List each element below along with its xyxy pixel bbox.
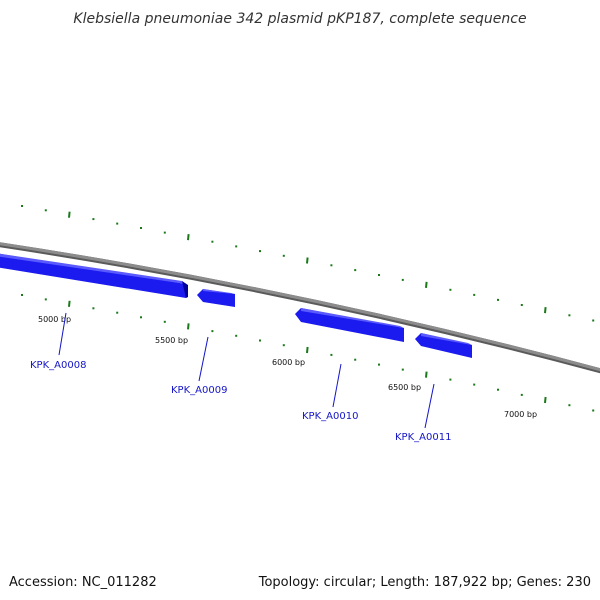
- gene-arrow-kpk-a0008-edge: [0, 253, 186, 284]
- major-tick: [68, 211, 71, 218]
- major-tick: [187, 234, 190, 241]
- gene-label-leaders: [58, 312, 435, 429]
- gene-arrow-kpk-a0008-tip: [182, 281, 188, 298]
- position-label: 5000 bp: [38, 315, 71, 324]
- map-title: Klebsiella pneumoniae 342 plasmid pKP187…: [73, 11, 526, 27]
- major-tick: [544, 396, 547, 404]
- gene-arrow-small[interactable]: [197, 289, 235, 307]
- gene-label-kpk-a0008[interactable]: KPK_A0008: [30, 360, 86, 371]
- leader-line: [198, 336, 209, 382]
- major-tick: [425, 281, 428, 288]
- outer-tick-row: [21, 205, 595, 322]
- gene-label-kpk-a0010[interactable]: KPK_A0010: [302, 411, 358, 422]
- gene-arrow-kpk-a0011[interactable]: [415, 333, 472, 358]
- gene-arrow-small-edge: [203, 289, 235, 294]
- leader-line: [332, 363, 342, 408]
- position-label: 6500 bp: [388, 383, 421, 392]
- inner-tick-row: [21, 294, 595, 412]
- gene-label-kpk-a0009[interactable]: KPK_A0009: [171, 385, 227, 396]
- gene-label-kpk-a0011[interactable]: KPK_A0011: [395, 432, 451, 443]
- position-label: 5500 bp: [155, 336, 188, 345]
- major-tick: [306, 346, 309, 354]
- gene-arrow-kpk-a0008[interactable]: [0, 253, 186, 298]
- gene-arrows: [0, 253, 472, 358]
- gene-arrow-kpk-a0010-edge: [301, 308, 404, 328]
- topology-summary: Topology: circular; Length: 187,922 bp; …: [258, 575, 591, 590]
- major-tick: [544, 307, 547, 314]
- major-tick: [187, 323, 190, 330]
- backbone-arc: [0, 242, 600, 374]
- position-label: 7000 bp: [504, 410, 537, 419]
- position-label: 6000 bp: [272, 358, 305, 367]
- gene-arrow-kpk-a0011-edge: [421, 333, 472, 345]
- major-tick: [425, 371, 428, 378]
- leader-line: [424, 383, 435, 429]
- position-labels: 5000 bp 5500 bp 6000 bp 6500 bp 7000 bp: [38, 315, 537, 419]
- accession-text: Accession: NC_011282: [9, 575, 157, 590]
- major-tick: [306, 257, 309, 264]
- major-tick: [68, 300, 71, 307]
- gene-labels: KPK_A0008 KPK_A0009 KPK_A0010 KPK_A0011: [30, 360, 451, 443]
- leader-line: [58, 312, 67, 356]
- gene-arrow-kpk-a0010[interactable]: [295, 308, 404, 342]
